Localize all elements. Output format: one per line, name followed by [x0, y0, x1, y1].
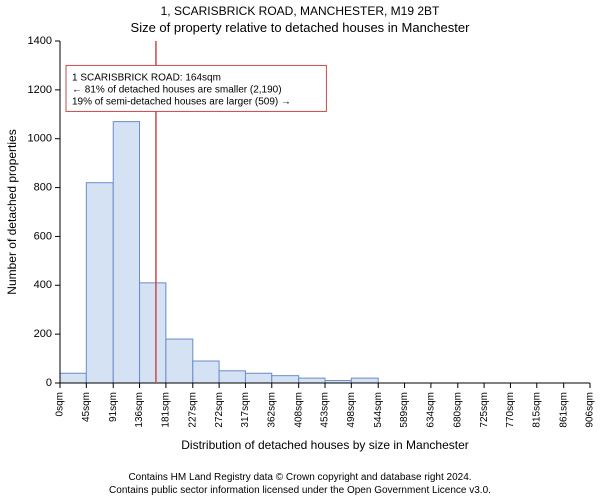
x-tick-label: 815sqm: [531, 392, 542, 428]
x-tick-label: 0sqm: [55, 392, 66, 416]
histogram-bar: [299, 378, 325, 383]
histogram-bar: [113, 122, 139, 383]
y-tick-label: 600: [34, 230, 52, 242]
y-tick-label: 800: [34, 181, 52, 193]
chart-title-subtitle: Size of property relative to detached ho…: [0, 20, 600, 35]
histogram-bar: [351, 378, 378, 383]
footer-line-1: Contains HM Land Registry data © Crown c…: [0, 472, 600, 485]
y-tick-label: 0: [46, 377, 52, 389]
x-tick-label: 634sqm: [426, 392, 437, 428]
histogram-bar: [166, 339, 193, 383]
y-tick-label: 200: [34, 328, 52, 340]
chart-titles: 1, SCARISBRICK ROAD, MANCHESTER, M19 2BT…: [0, 4, 600, 35]
histogram-bar: [60, 373, 86, 383]
attribution-footer: Contains HM Land Registry data © Crown c…: [0, 472, 600, 497]
y-tick-label: 1400: [28, 35, 52, 47]
x-tick-label: 770sqm: [505, 392, 516, 428]
annotation-line: ← 81% of detached houses are smaller (2,…: [72, 85, 282, 96]
x-tick-label: 589sqm: [399, 392, 410, 428]
x-axis-label: Distribution of detached houses by size …: [181, 438, 469, 452]
x-tick-label: 498sqm: [346, 392, 357, 428]
x-tick-label: 408sqm: [293, 392, 304, 428]
x-tick-label: 272sqm: [214, 392, 225, 428]
x-tick-label: 91sqm: [108, 392, 119, 422]
x-tick-label: 906sqm: [585, 392, 596, 428]
x-tick-label: 725sqm: [479, 392, 490, 428]
chart-container: 0 200 400 600 800 1000 1200 1400 0sqm 45sqm 91sqm 1…: [0, 35, 600, 471]
x-tick-label: 227sqm: [187, 392, 198, 428]
annotation-line: 19% of semi-detached houses are larger (…: [72, 97, 291, 108]
x-tick-label: 136sqm: [134, 392, 145, 428]
x-tick-label: 362sqm: [266, 392, 277, 428]
histogram-bar: [219, 371, 245, 383]
histogram-bar: [245, 373, 271, 383]
y-tick-label: 1200: [28, 84, 52, 96]
x-tick-label: 453sqm: [320, 392, 331, 428]
x-tick-label: 45sqm: [81, 392, 92, 422]
y-axis-label: Number of detached properties: [5, 129, 19, 294]
footer-line-2: Contains public sector information licen…: [0, 485, 600, 498]
x-tick-label: 181sqm: [161, 392, 172, 428]
y-tick-label: 400: [34, 279, 52, 291]
y-tick-label: 1000: [28, 133, 52, 145]
histogram-bar: [193, 361, 219, 383]
x-tick-label: 861sqm: [558, 392, 569, 428]
annotation-line: 1 SCARISBRICK ROAD: 164sqm: [72, 73, 221, 84]
histogram-bar: [86, 183, 113, 383]
histogram-bar: [272, 376, 299, 383]
x-tick-label: 317sqm: [240, 392, 251, 428]
x-tick-label: 680sqm: [452, 392, 463, 428]
histogram-chart: 0 200 400 600 800 1000 1200 1400 0sqm 45sqm 91sqm 1…: [0, 35, 600, 471]
chart-title-address: 1, SCARISBRICK ROAD, MANCHESTER, M19 2BT: [0, 4, 600, 18]
x-tick-label: 544sqm: [373, 392, 384, 428]
histogram-bar: [140, 283, 166, 383]
